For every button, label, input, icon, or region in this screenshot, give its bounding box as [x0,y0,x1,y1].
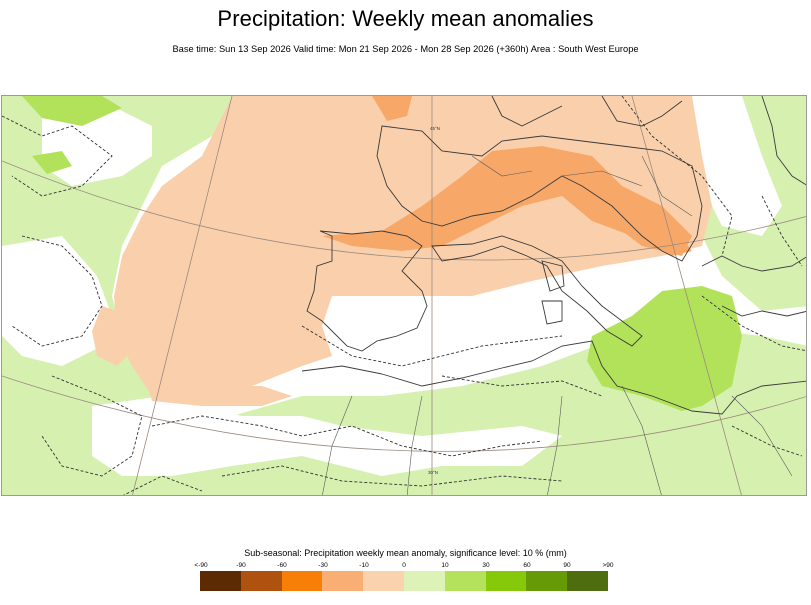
legend-tick: 60 [523,562,531,569]
country-borders [322,155,793,495]
neutral-area-iberia-south [332,296,442,366]
significance-contours [2,96,806,495]
legend-tick: 10 [441,562,449,569]
legend-tick: -60 [277,562,287,569]
legend-tick: >90 [602,562,614,569]
strong-wet-area-atlantic-mid [32,151,72,174]
map-canvas: 45°N 30°N [2,96,806,495]
coastlines [301,96,806,415]
strong-dry-area-central [322,146,692,256]
legend-tick: -90 [236,562,246,569]
strong-wet-area-libya [587,286,742,411]
graticule [2,96,806,495]
page-subtitle: Base time: Sun 13 Sep 2026 Valid time: M… [172,44,639,54]
neutral-area-balkans [692,96,782,236]
legend-swatch [526,571,568,591]
legend-swatch [363,571,404,591]
page-title: Precipitation: Weekly mean anomalies [217,6,594,31]
legend-title: Sub-seasonal: Precipitation weekly mean … [244,548,567,558]
dry-area-sw-atlantic [142,366,292,406]
grid-label-north: 45°N [430,126,440,131]
legend-tick: -30 [318,562,328,569]
legend-tick: -10 [359,562,369,569]
legend-tick: <-90 [194,562,208,569]
legend-swatch [567,571,608,591]
color-legend [200,571,608,591]
legend-tick: 0 [402,562,406,569]
neutral-area-north-africa [92,396,562,476]
strong-dry-area-adriatic [562,196,692,256]
legend-tick: 90 [563,562,571,569]
strong-wet-area-atlantic-north [22,96,122,126]
strong-dry-area-france [372,96,412,121]
grid-label-south: 30°N [428,470,438,475]
legend-swatch [322,571,364,591]
legend-swatch [485,571,527,591]
neutral-area-central-med [522,256,702,346]
anomaly-map: 45°N 30°N [1,95,807,496]
dry-area-atlantic [92,306,137,366]
legend-swatch [281,571,323,591]
grid-labels: 45°N 30°N [428,126,440,475]
legend-swatch [403,571,445,591]
legend-swatch [200,571,241,591]
neutral-area-atlantic [2,236,112,366]
legend-swatch [240,571,282,591]
legend-tick: 30 [482,562,490,569]
legend-swatch [444,571,486,591]
